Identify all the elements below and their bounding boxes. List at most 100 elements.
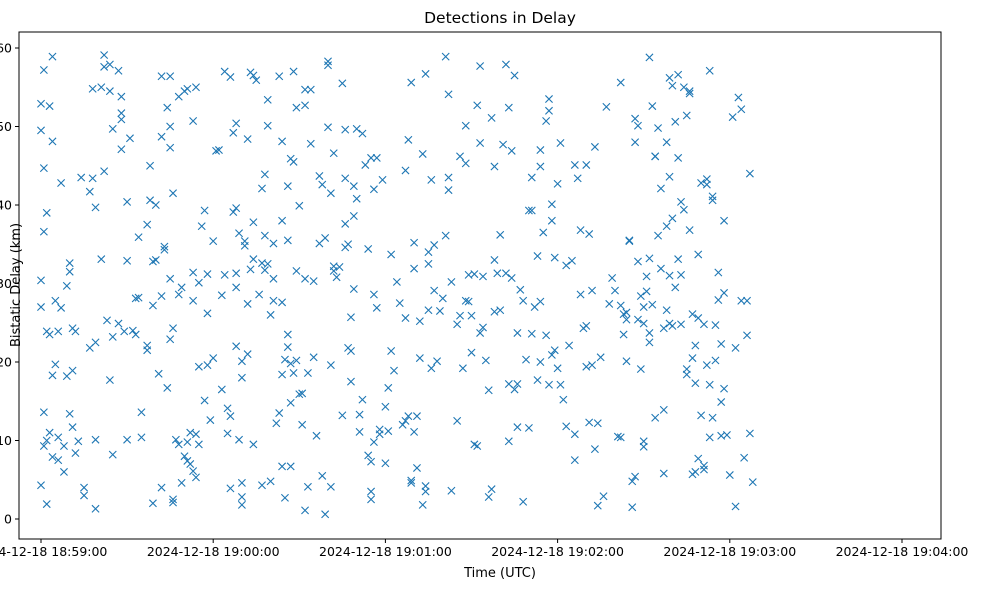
data-point (39, 65, 48, 74)
data-point (191, 473, 200, 482)
data-point (424, 259, 433, 268)
data-point (237, 357, 246, 366)
data-point (65, 259, 74, 268)
data-point (645, 328, 654, 337)
data-point (697, 411, 706, 420)
data-point (346, 377, 355, 386)
data-point (68, 423, 77, 432)
data-point (674, 70, 683, 79)
data-point (134, 233, 143, 242)
data-point (622, 308, 631, 317)
data-point (51, 296, 60, 305)
y-tick-label: 30 (0, 276, 12, 291)
data-point (341, 174, 350, 183)
data-point (131, 294, 140, 303)
data-point (223, 404, 232, 413)
data-point (737, 105, 746, 114)
data-point (476, 328, 485, 337)
data-point (679, 83, 688, 92)
data-point (217, 291, 226, 300)
data-point (54, 327, 63, 336)
data-point (39, 442, 48, 450)
data-point (123, 256, 132, 265)
data-point (562, 261, 571, 270)
data-point (599, 492, 608, 501)
data-point (527, 173, 536, 182)
data-point (177, 283, 186, 292)
data-point (651, 152, 660, 161)
data-point (384, 427, 393, 436)
data-point (324, 61, 332, 70)
data-point (157, 72, 166, 81)
data-point (65, 267, 74, 276)
data-point (553, 364, 562, 373)
data-point (120, 327, 129, 336)
data-point (576, 290, 585, 299)
data-point (545, 106, 553, 115)
data-point (166, 274, 175, 283)
data-point (352, 124, 361, 133)
data-point (249, 255, 258, 264)
data-point (189, 296, 198, 305)
data-point (642, 272, 651, 281)
y-tick-label: 60 (0, 41, 12, 56)
data-point (151, 255, 160, 264)
data-point (410, 427, 419, 436)
data-point (674, 255, 683, 264)
data-point (611, 286, 619, 295)
y-tick-label: 40 (0, 198, 12, 213)
data-point (232, 269, 241, 278)
data-point (427, 175, 436, 184)
data-point (743, 331, 752, 340)
data-point (412, 463, 421, 472)
data-point (283, 236, 292, 245)
data-point (88, 84, 97, 93)
data-point (226, 412, 235, 421)
data-point (378, 175, 387, 184)
data-point (91, 504, 100, 513)
data-point (367, 495, 376, 504)
data-point (252, 76, 261, 85)
data-point (91, 338, 100, 347)
data-point (48, 52, 57, 61)
data-point (527, 329, 536, 338)
data-point (212, 146, 221, 155)
data-point (42, 208, 51, 217)
data-point (501, 269, 510, 278)
data-point (490, 307, 499, 316)
data-point (306, 85, 315, 94)
data-point (154, 369, 163, 378)
data-point (717, 339, 726, 348)
data-point (97, 83, 106, 92)
data-point (662, 222, 671, 231)
data-point (246, 265, 255, 274)
data-point (404, 412, 413, 421)
data-point (513, 328, 522, 337)
data-point (496, 230, 505, 239)
data-point (665, 73, 674, 82)
data-point (659, 324, 668, 333)
data-point (189, 268, 198, 277)
data-point (499, 140, 508, 149)
data-point (355, 410, 364, 419)
data-point (636, 365, 645, 374)
data-point (235, 435, 244, 444)
data-point (699, 461, 708, 470)
data-point (588, 361, 597, 370)
data-point (731, 502, 740, 511)
data-point (166, 122, 175, 131)
data-point (458, 364, 467, 373)
data-point (659, 469, 668, 478)
data-point (708, 196, 717, 205)
data-point (206, 416, 215, 425)
data-point (461, 159, 470, 168)
data-point (631, 472, 640, 481)
data-point (352, 194, 361, 203)
data-point (510, 385, 519, 394)
data-point (484, 493, 493, 502)
data-point (656, 264, 665, 273)
y-tick-label: 50 (0, 119, 12, 134)
data-point (37, 126, 45, 135)
data-point (229, 208, 238, 217)
data-point (183, 84, 192, 93)
